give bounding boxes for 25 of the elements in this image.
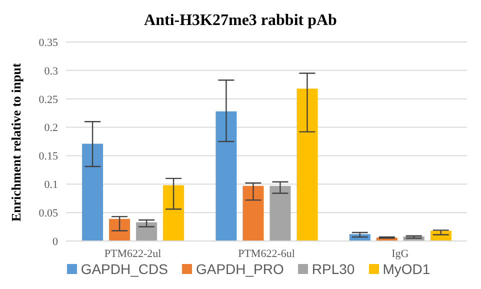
y-tick-label: 0.05 xyxy=(38,207,58,220)
y-tick-label: 0.3 xyxy=(44,65,58,78)
bar xyxy=(82,144,104,241)
y-axis-title: Enrichment relative to input xyxy=(8,62,24,222)
legend-label: MyOD1 xyxy=(382,261,430,277)
bar xyxy=(216,111,237,241)
y-tick-label: 0.2 xyxy=(44,122,58,134)
x-tick-label: IgG xyxy=(392,248,409,260)
y-tick-label: 0.35 xyxy=(38,36,58,49)
x-tick-label: PTM622-6ul xyxy=(238,248,295,260)
legend-label: RPL30 xyxy=(310,261,355,277)
legend-label: GAPDH_CDS xyxy=(80,261,168,277)
bar xyxy=(270,186,291,241)
y-tick-label: 0.1 xyxy=(44,179,58,192)
bar xyxy=(109,218,130,241)
y-tick-label: 0.25 xyxy=(38,94,58,106)
bar xyxy=(163,185,184,241)
chart-title: Anti-H3K27me3 rabbit pAb xyxy=(143,12,338,30)
y-tick-label: 0 xyxy=(52,236,58,248)
x-tick-label: PTM622-2ul xyxy=(104,248,162,260)
bar xyxy=(136,222,158,241)
y-tick-label: 0.15 xyxy=(38,150,58,163)
bar xyxy=(242,186,264,241)
legend-label: GAPDH_PRO xyxy=(194,261,284,277)
bar xyxy=(296,88,318,241)
